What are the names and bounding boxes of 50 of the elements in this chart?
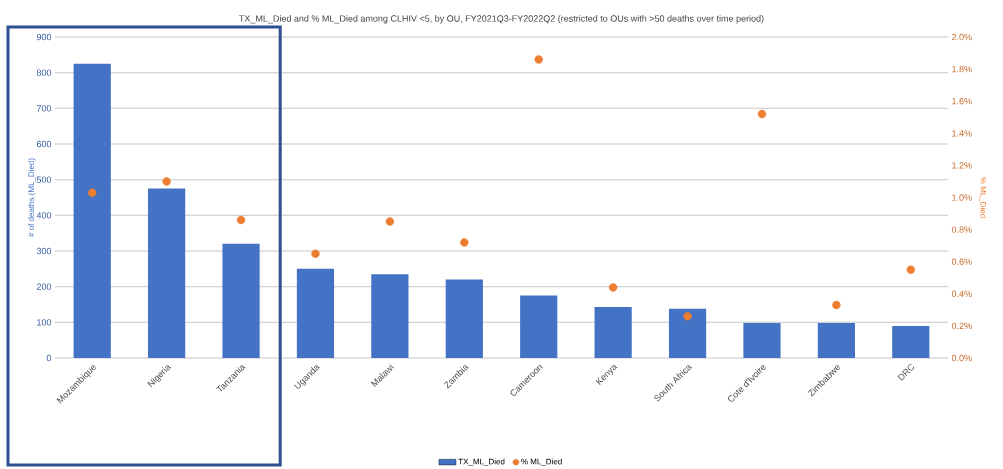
point <box>608 283 618 292</box>
point <box>162 177 171 186</box>
point <box>460 238 469 247</box>
y2-tick-label: 1.8% <box>952 65 972 73</box>
point <box>88 188 97 197</box>
point <box>385 217 395 226</box>
y-tick-label: 500 <box>36 176 52 183</box>
y-tick-label: 100 <box>37 319 52 326</box>
bar <box>148 188 186 358</box>
bar <box>892 325 930 358</box>
y2-tick-label: 0.6% <box>951 258 972 265</box>
chart-title: TX_ML_Died and % ML_Died among CLHIV <5, by OU, FY2021Q3-FY2022Q2 (restricted to OUs with >50 deaths over time period) <box>239 15 764 24</box>
point <box>534 55 543 64</box>
bar <box>73 63 111 358</box>
bar <box>668 308 707 358</box>
bar <box>520 295 558 358</box>
y-tick-label: 900 <box>36 33 52 41</box>
y-tick-label: 600 <box>36 140 52 148</box>
y2-tick-label: 0.4% <box>951 290 972 297</box>
legend-label: TX_ML_Died <box>458 458 505 466</box>
point <box>832 300 841 310</box>
point <box>757 109 767 119</box>
point <box>683 312 692 321</box>
y2-axis-title: % ML_Died <box>978 177 987 218</box>
point <box>236 215 246 225</box>
point <box>311 249 320 258</box>
y2-tick-label: 1.6% <box>952 98 972 105</box>
bar <box>817 323 855 358</box>
bar <box>371 274 409 358</box>
y-tick-label: 700 <box>36 105 52 112</box>
y-tick-label: 800 <box>36 69 52 76</box>
y-tick-label: 300 <box>36 247 52 255</box>
bar <box>445 279 483 358</box>
y-tick-label: 400 <box>36 212 52 219</box>
bar <box>296 268 335 358</box>
y2-tick-label: 1.4% <box>952 130 972 137</box>
bar <box>594 307 632 358</box>
bar <box>743 323 781 358</box>
y2-tick-label: 0.2% <box>951 322 972 330</box>
y2-tick-label: 2.0% <box>952 33 972 41</box>
y2-tick-label: 0.0% <box>951 354 972 362</box>
y-tick-label: 0 <box>46 354 52 362</box>
bar <box>222 243 260 358</box>
legend-label: % ML_Died <box>521 458 562 466</box>
y2-tick-label: 0.8% <box>951 226 972 233</box>
y-axis-title: # of deaths (ML_Died) <box>28 158 36 238</box>
y2-tick-label: 1.2% <box>952 162 972 169</box>
y-tick-label: 200 <box>36 283 52 290</box>
point <box>906 265 915 274</box>
y2-tick-label: 1.0% <box>952 194 972 201</box>
